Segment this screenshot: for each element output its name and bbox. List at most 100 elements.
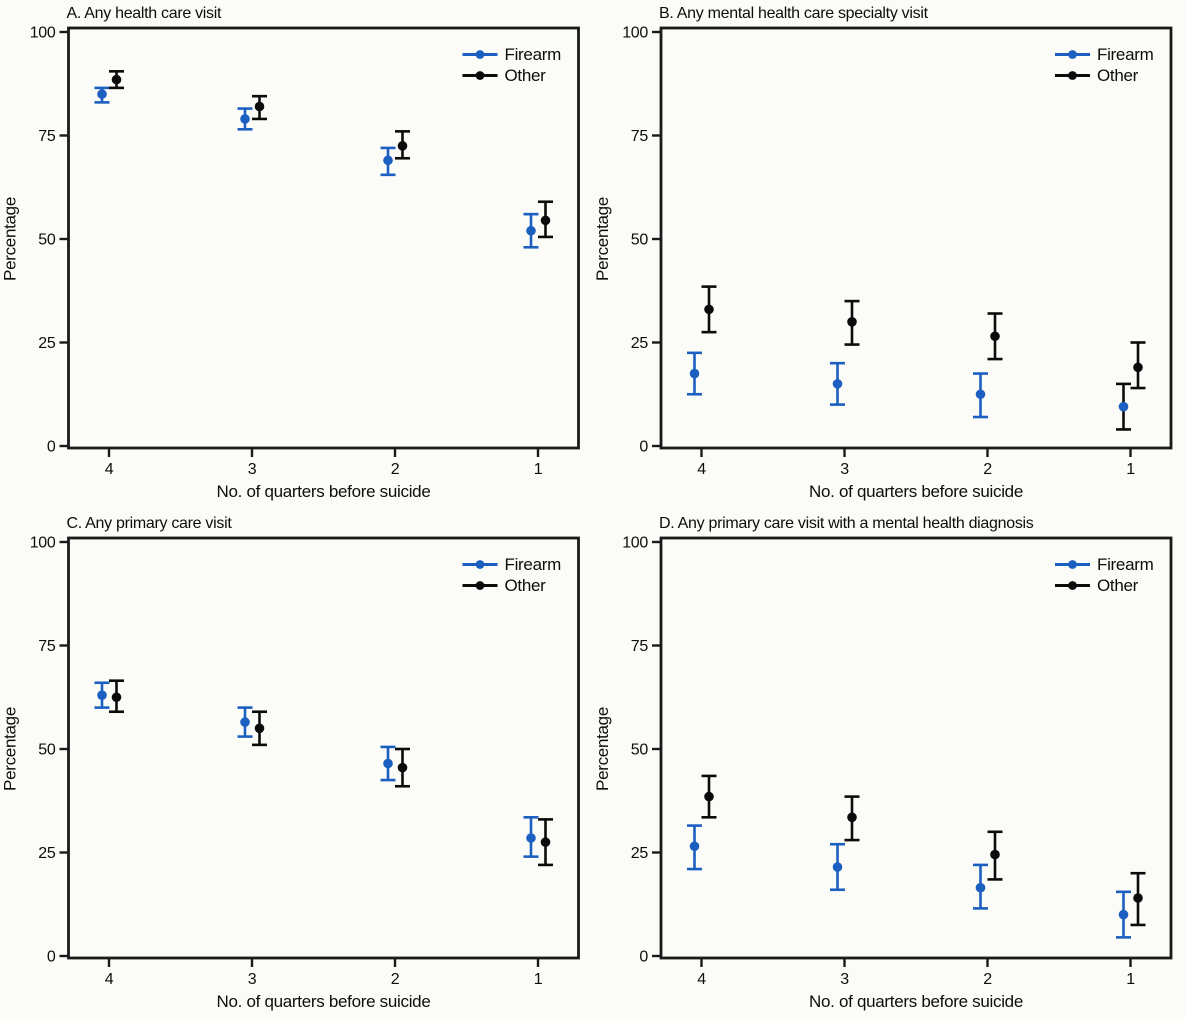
x-tick-label: 2 — [983, 461, 992, 478]
legend-marker-dot — [475, 71, 485, 80]
data-point-other — [1133, 362, 1143, 373]
data-point-other — [111, 692, 122, 703]
y-tick-label: 0 — [639, 949, 648, 966]
data-point-firearm — [97, 89, 107, 99]
panel-d: 0 25 50 75 100 4 3 2 1 D. Any primary care visit… — [593, 510, 1185, 1020]
data-point-firearm — [1118, 909, 1129, 920]
y-tick-label: 25 — [631, 335, 649, 352]
x-tick-label: 4 — [697, 461, 706, 478]
legend-marker-dot — [1068, 50, 1077, 59]
plot-area: 0 25 50 75 100 4 3 2 1 — [30, 25, 580, 478]
data-point-other — [254, 723, 265, 734]
legend-label-other: Other — [1097, 576, 1139, 595]
plot-box — [659, 536, 1173, 960]
legend: Firearm Other — [1055, 45, 1154, 85]
plot-box — [67, 26, 580, 450]
y-axis-label: Percentage — [593, 707, 612, 791]
legend-markers — [462, 50, 498, 80]
y-axis-label: Percentage — [1, 707, 20, 791]
panel-title: D. Any primary care visit with a mental … — [659, 515, 1034, 532]
data-point-firearm — [383, 155, 393, 166]
data-point-firearm — [975, 882, 986, 893]
plot-box — [67, 536, 580, 960]
legend-markers — [1055, 560, 1090, 590]
panel-b: 0 25 50 75 100 4 3 2 1 B. Any mental health care… — [593, 0, 1185, 510]
panel-title: A. Any health care visit — [67, 5, 223, 22]
legend-label-firearm: Firearm — [505, 555, 562, 574]
y-tick-label: 100 — [30, 25, 56, 42]
panel-c-plot: 0 25 50 75 100 4 3 2 1 C. Any primary care visit… — [1, 515, 580, 1011]
data-point-other — [254, 101, 265, 112]
x-tick-label: 1 — [1126, 971, 1135, 988]
panel-d-plot: 0 25 50 75 100 4 3 2 1 D. Any primary care visit… — [593, 515, 1173, 1011]
y-axis-label: Percentage — [593, 197, 612, 281]
data-point-other — [1133, 893, 1143, 903]
data-point-other — [704, 304, 714, 315]
legend-markers — [1055, 50, 1090, 80]
legend-label-firearm: Firearm — [1097, 555, 1154, 574]
x-axis-label: No. of quarters before suicide — [809, 992, 1023, 1011]
data-point-other — [397, 762, 408, 773]
plot-area: 0 25 50 75 100 4 3 2 1 — [622, 535, 1173, 988]
x-tick-label: 4 — [105, 461, 114, 478]
y-tick-label: 75 — [38, 128, 56, 145]
data-point-other — [111, 74, 122, 85]
legend-marker-dot — [475, 581, 485, 590]
data-point-firearm — [97, 690, 107, 700]
data-point-other — [704, 791, 714, 802]
y-tick-label: 50 — [631, 232, 649, 249]
legend-marker-dot — [475, 560, 485, 569]
y-tick-label: 25 — [631, 845, 649, 862]
panel-title: B. Any mental health care specialty visi… — [659, 5, 929, 22]
legend-label-firearm: Firearm — [505, 45, 562, 64]
legend: Firearm Other — [462, 555, 562, 595]
legend-label-other: Other — [1097, 66, 1139, 85]
legend-label-firearm: Firearm — [1097, 45, 1154, 64]
y-tick-label: 75 — [631, 638, 649, 655]
y-tick-label: 0 — [47, 949, 56, 966]
data-point-other — [540, 215, 551, 226]
x-axis-label: No. of quarters before suicide — [809, 482, 1023, 501]
x-tick-label: 1 — [534, 461, 543, 478]
x-tick-label: 2 — [983, 971, 992, 988]
data-point-other — [847, 812, 857, 823]
legend: Firearm Other — [462, 45, 562, 85]
data-point-firearm — [832, 862, 843, 872]
data-point-firearm — [1118, 401, 1129, 412]
data-point-other — [990, 331, 1000, 342]
y-tick-label: 0 — [639, 439, 648, 456]
y-tick-label: 50 — [38, 742, 56, 759]
x-tick-label: 3 — [840, 971, 849, 988]
data-point-firearm — [526, 833, 536, 843]
y-axis-label: Percentage — [1, 197, 20, 281]
x-tick-label: 4 — [697, 971, 706, 988]
y-tick-label: 100 — [622, 25, 648, 42]
x-tick-label: 3 — [840, 461, 849, 478]
panel-title: C. Any primary care visit — [67, 515, 233, 532]
legend-marker-dot — [1068, 581, 1077, 590]
x-tick-label: 4 — [105, 971, 114, 988]
legend-markers — [462, 560, 498, 590]
y-tick-label: 100 — [30, 535, 56, 552]
y-tick-label: 50 — [631, 742, 649, 759]
data-point-other — [540, 837, 551, 847]
y-tick-label: 75 — [38, 638, 56, 655]
y-tick-label: 25 — [38, 845, 56, 862]
data-point-firearm — [526, 225, 536, 236]
legend-marker-dot — [1068, 71, 1077, 80]
data-point-firearm — [240, 114, 250, 124]
x-tick-label: 2 — [391, 971, 400, 988]
legend-marker-dot — [1068, 560, 1077, 569]
x-tick-label: 1 — [534, 971, 543, 988]
data-point-firearm — [832, 379, 843, 389]
data-point-other — [397, 141, 408, 151]
panel-b-plot: 0 25 50 75 100 4 3 2 1 B. Any mental health care… — [593, 5, 1173, 501]
legend-label-other: Other — [505, 66, 547, 85]
data-point-firearm — [689, 841, 700, 852]
x-tick-label: 2 — [391, 461, 400, 478]
y-tick-label: 0 — [47, 439, 56, 456]
y-tick-label: 100 — [622, 535, 648, 552]
y-tick-label: 25 — [38, 335, 56, 352]
